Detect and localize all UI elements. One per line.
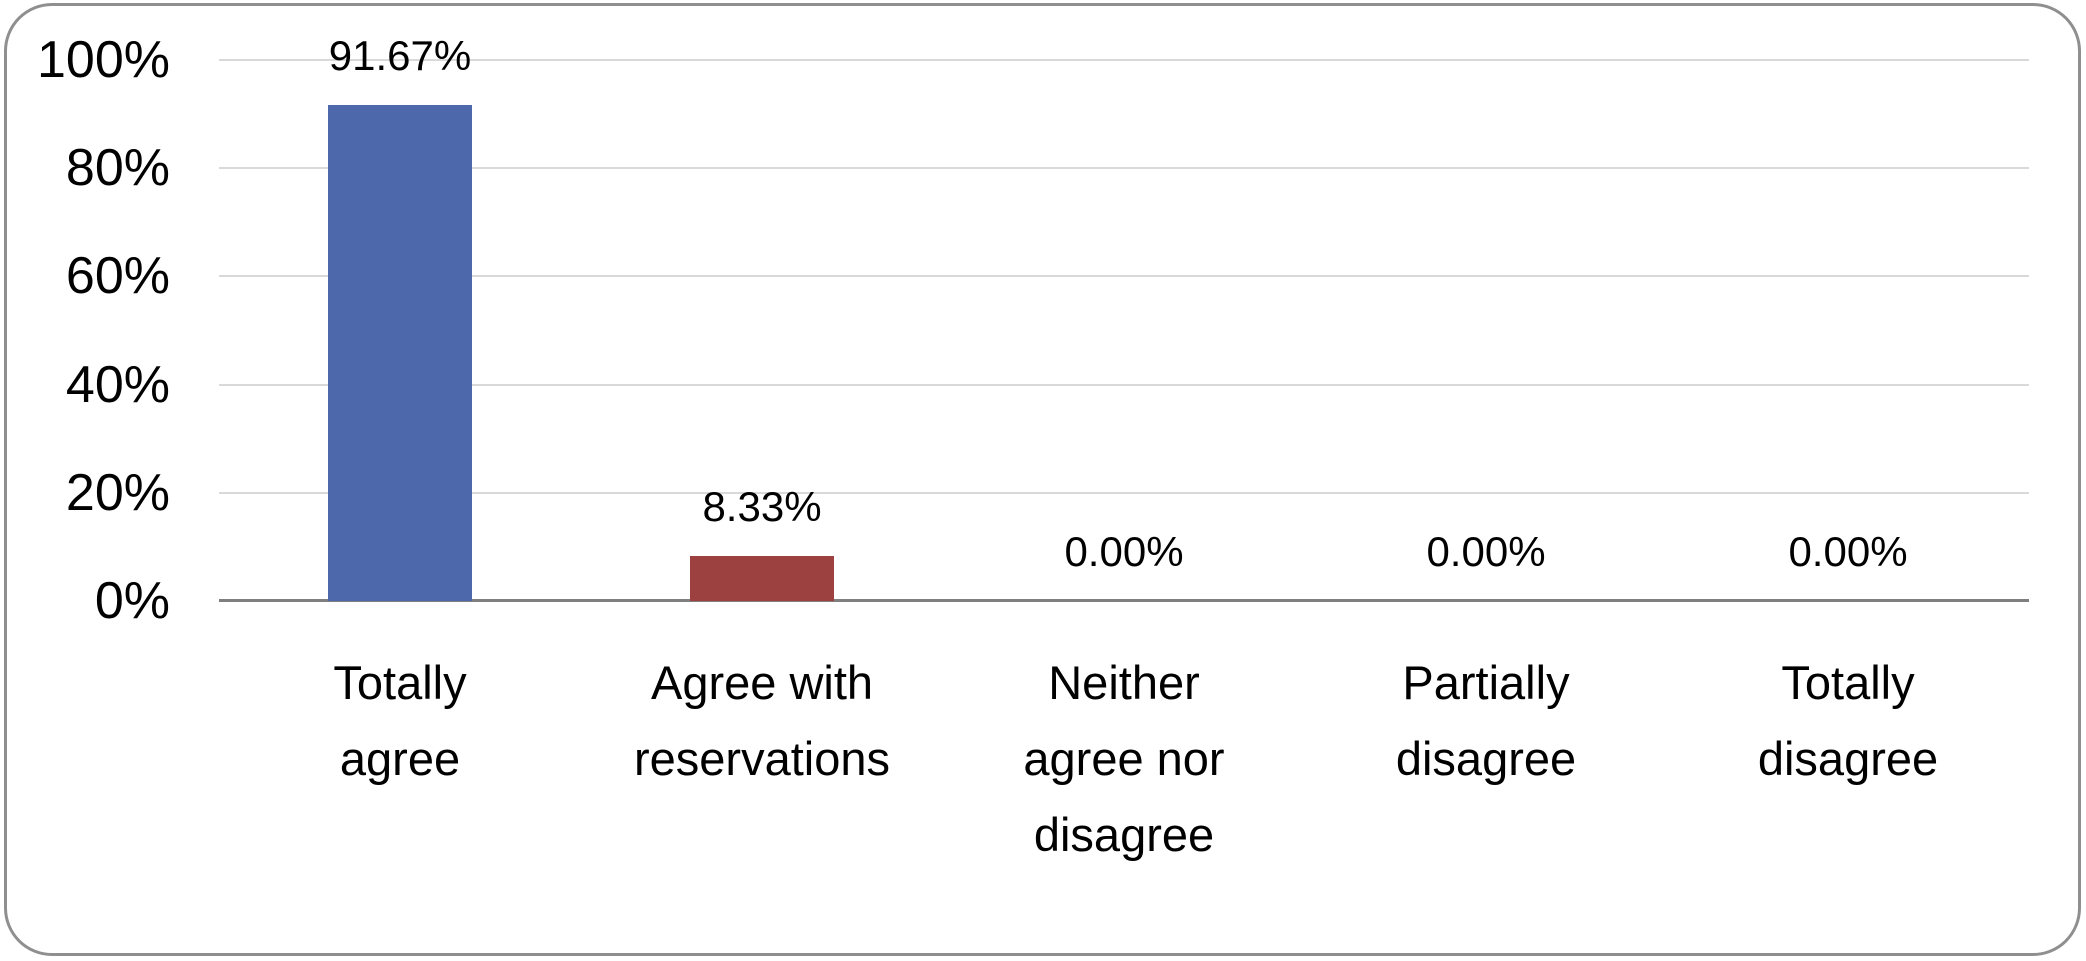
y-tick-0pct: 0% xyxy=(94,572,170,630)
y-tick-100pct: 100% xyxy=(37,31,170,89)
y-tick-80pct: 80% xyxy=(65,139,170,198)
category-label-neither-agree-nor-disagree: Neither agree nor disagree xyxy=(1023,656,1225,861)
gridline-40pct xyxy=(219,383,2029,386)
y-tick-20pct: 20% xyxy=(65,463,170,522)
y-tick-60pct: 60% xyxy=(65,247,170,306)
category-label-agree-with-reservations: Agree with reservations xyxy=(634,656,890,785)
gridline-20pct xyxy=(219,491,2029,494)
gridline-60pct xyxy=(219,275,2029,278)
category-label-totally-disagree: Totally disagree xyxy=(1757,656,1939,785)
data-label-agree-with-reservations: 8.33% xyxy=(702,482,822,530)
data-label-partially-disagree: 0.00% xyxy=(1426,528,1546,575)
data-label-totally-disagree: 0.00% xyxy=(1788,528,1908,575)
data-label-neither-agree-nor-disagree: 0.00% xyxy=(1064,528,1184,575)
gridline-100pct xyxy=(219,59,2029,61)
bar-agree-with-reservations xyxy=(690,555,834,601)
gridline-80pct xyxy=(219,167,2029,170)
data-label-totally-agree: 91.67% xyxy=(328,32,472,80)
category-label-totally-agree: Totally agree xyxy=(333,656,467,785)
x-axis-line xyxy=(219,599,2029,602)
bar-totally-agree xyxy=(328,105,472,601)
category-label-partially-disagree: Partially disagree xyxy=(1395,656,1577,785)
y-tick-40pct: 40% xyxy=(65,355,170,414)
